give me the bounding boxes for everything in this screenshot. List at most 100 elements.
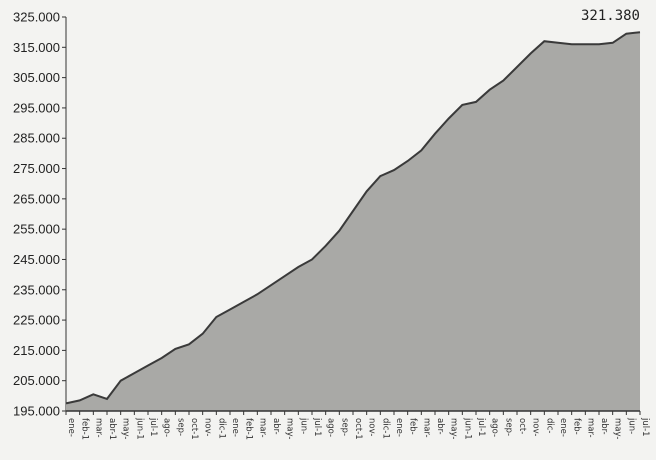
x-tick-label: jun-1 (462, 417, 472, 440)
data-point (584, 43, 586, 45)
y-tick-label: 205.000 (13, 373, 60, 388)
data-point (147, 365, 149, 367)
x-tick-label: abr- (599, 418, 609, 435)
data-point (502, 80, 504, 82)
y-tick-label: 275.000 (13, 161, 60, 176)
x-tick-label: may- (121, 418, 131, 439)
data-point (516, 66, 518, 68)
data-point (284, 275, 286, 277)
x-tick-label: oct-1 (353, 418, 363, 440)
x-tick-label: abr- (435, 418, 445, 435)
data-point (215, 316, 217, 318)
data-point (530, 52, 532, 54)
x-tick-label: mar- (93, 418, 103, 438)
x-tick-label: jun-1 (134, 417, 144, 440)
x-tick-label: oct-1 (189, 418, 199, 440)
x-tick-label: ene- (558, 418, 568, 437)
x-tick-label: feb- (572, 418, 582, 435)
x-tick-label: jul-1 (476, 417, 486, 437)
x-tick-label: sep- (339, 418, 349, 436)
x-tick-label: ago- (162, 418, 172, 437)
x-tick-label: abr-1 (107, 418, 117, 440)
data-point (338, 230, 340, 232)
y-tick-label: 285.000 (13, 131, 60, 146)
y-tick-label: 315.000 (13, 40, 60, 55)
data-point (448, 118, 450, 120)
data-point (161, 357, 163, 359)
y-tick-label: 195.000 (13, 404, 60, 419)
x-tick-label: ene- (230, 418, 240, 437)
data-point (379, 175, 381, 177)
x-tick-label: jun- (298, 417, 308, 434)
data-point (311, 259, 313, 261)
data-point (407, 160, 409, 162)
x-tick-label: may- (449, 418, 459, 439)
data-point (229, 309, 231, 311)
data-point (270, 284, 272, 286)
data-point (79, 399, 81, 401)
data-point (625, 33, 627, 35)
y-tick-label: 215.000 (13, 343, 60, 358)
data-point (393, 169, 395, 171)
x-tick-label: may- (613, 418, 623, 439)
x-tick-label: jul-1 (148, 417, 158, 437)
data-point (120, 380, 122, 382)
x-tick-label: abr- (271, 418, 281, 435)
data-point (489, 89, 491, 91)
max-value-annotation: 321.380 (581, 8, 640, 24)
y-tick-label: 265.000 (13, 191, 60, 206)
data-point (256, 293, 258, 295)
y-axis: 325.000 315.000 305.000 295.000 285.000 275.0… (13, 10, 67, 419)
y-tick-label: 295.000 (13, 100, 60, 115)
data-point (571, 43, 573, 45)
data-point (420, 149, 422, 151)
y-tick-label: 245.000 (13, 252, 60, 267)
x-tick-label: mar- (421, 418, 431, 438)
x-tick-label: mar- (257, 418, 267, 438)
x-tick-label: nov- (203, 418, 213, 436)
x-tick-label: feb- (408, 418, 418, 435)
x-tick-label: jul-1 (640, 417, 650, 437)
x-tick-label: mar- (585, 418, 595, 438)
area-fill (66, 32, 640, 411)
x-tick-label: feb-1 (244, 418, 254, 440)
x-tick-label: ene- (66, 418, 76, 437)
x-tick-label: jun- (626, 417, 636, 434)
area-layer (65, 31, 641, 411)
data-point (188, 343, 190, 345)
y-tick-label: 235.000 (13, 282, 60, 297)
data-point (133, 372, 135, 374)
x-tick-label: sep- (175, 418, 185, 436)
data-point (543, 40, 545, 42)
x-tick-label: sep- (503, 418, 513, 436)
x-tick-label: ene- (394, 418, 404, 437)
x-tick-label: nov- (367, 418, 377, 436)
data-point (325, 245, 327, 247)
data-point (92, 393, 94, 395)
x-tick-label: ago- (490, 418, 500, 437)
x-tick-label: may- (285, 418, 295, 439)
data-point (434, 133, 436, 135)
y-tick-label: 255.000 (13, 222, 60, 237)
data-point (598, 43, 600, 45)
data-point (174, 348, 176, 350)
x-tick-label: oct- (517, 418, 527, 434)
y-tick-label: 305.000 (13, 70, 60, 85)
data-point (65, 402, 67, 404)
x-axis: ene-feb-1 mar-abr-1 may-jun-1 jul-1 ago-sep-… (65, 410, 650, 440)
x-tick-label: jul-1 (312, 417, 322, 437)
data-point (612, 42, 614, 44)
x-tick-label: dic-1 (216, 418, 226, 439)
data-point (106, 398, 108, 400)
y-tick-label: 325.000 (13, 10, 60, 25)
x-tick-label: dic- (544, 418, 554, 434)
data-point (366, 190, 368, 192)
data-point (639, 31, 641, 33)
data-point (202, 333, 204, 335)
data-point (243, 301, 245, 303)
x-tick-label: feb-1 (80, 418, 90, 440)
x-tick-label: nov- (531, 418, 541, 436)
data-point (297, 266, 299, 268)
x-tick-label: ago- (326, 418, 336, 437)
